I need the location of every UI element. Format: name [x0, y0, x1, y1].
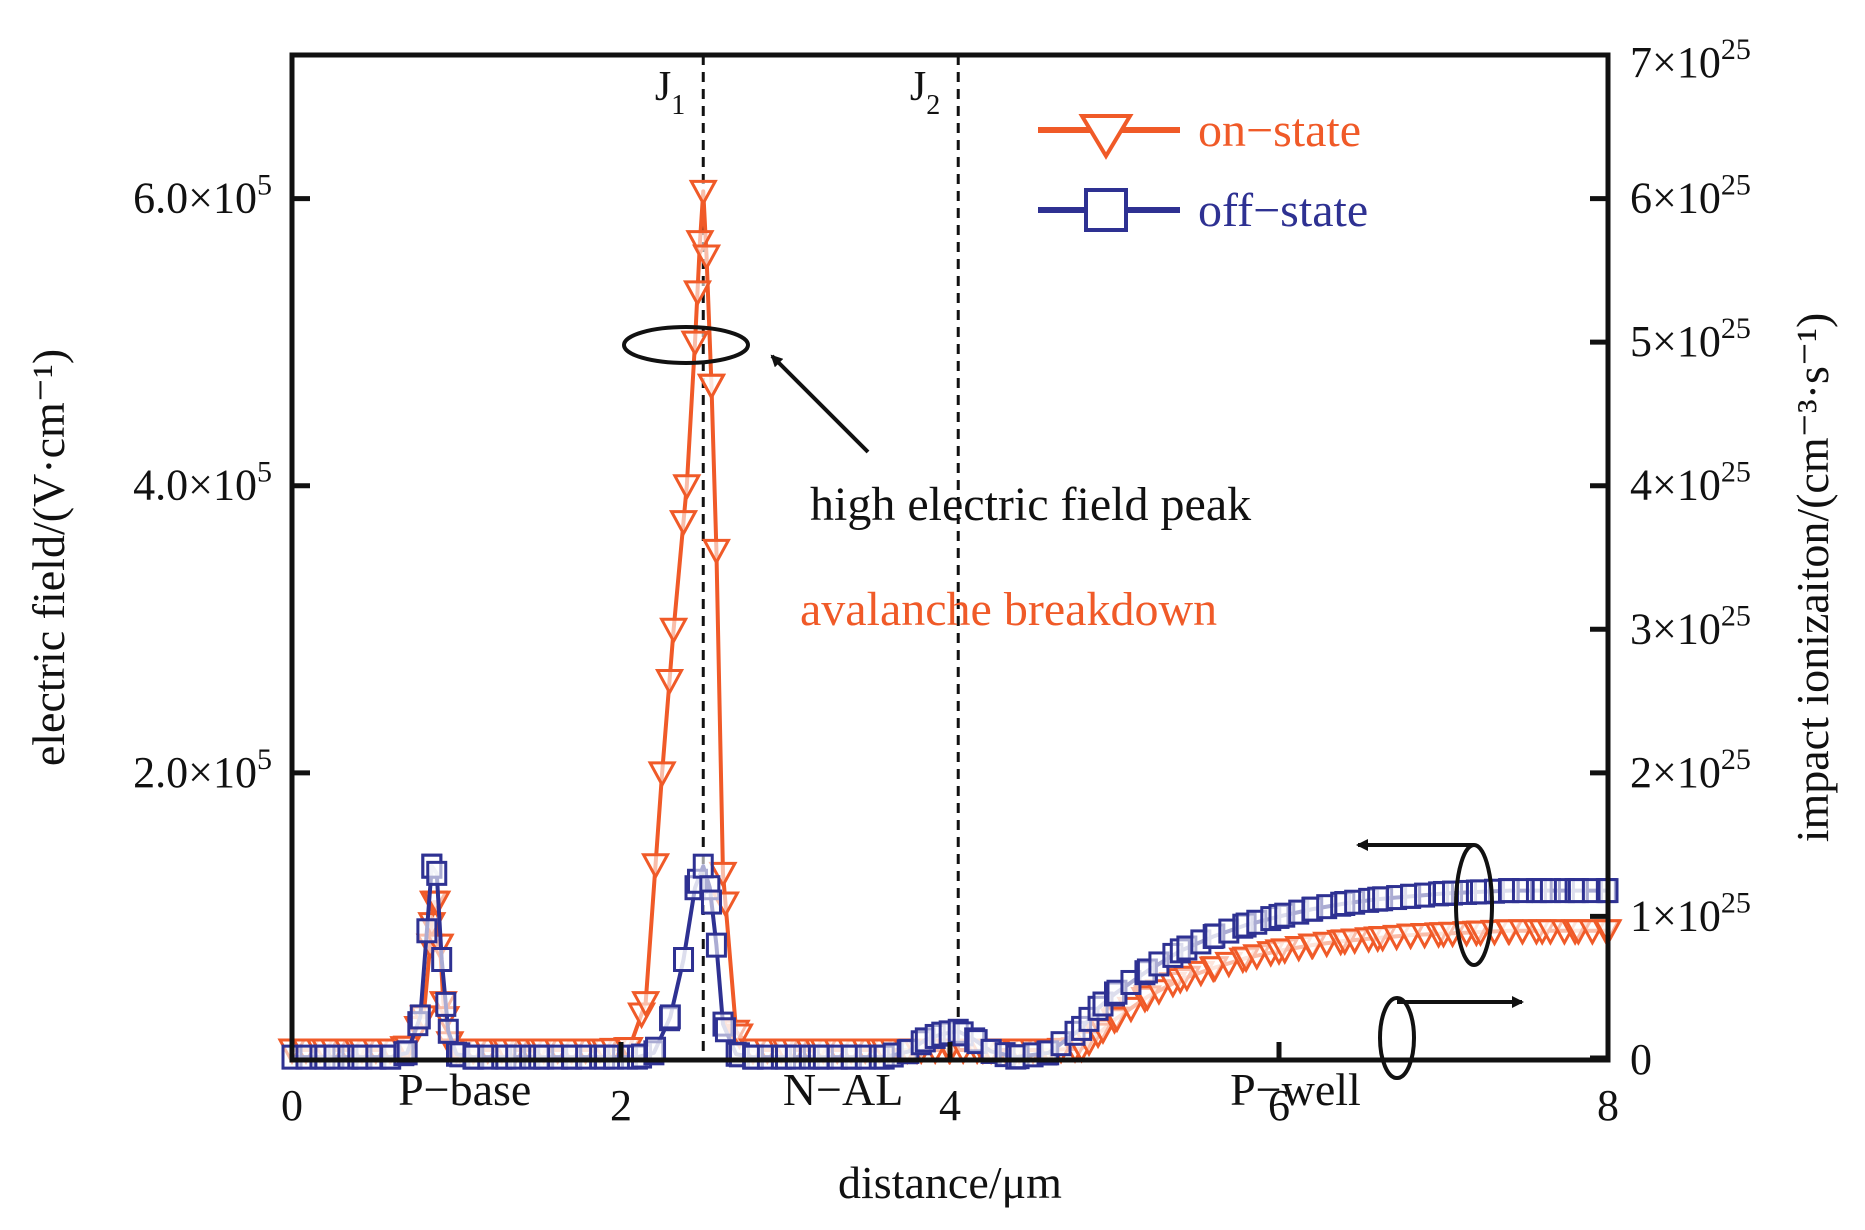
y-right-tick-label: 0: [1630, 1035, 1652, 1084]
series-marker: [1144, 979, 1174, 1006]
annotation-avalanche-breakdown: avalanche breakdown: [800, 583, 1217, 636]
series-marker: [680, 330, 710, 358]
legend-label: on−state: [1198, 104, 1361, 157]
peak-ellipse: [622, 325, 750, 365]
series-marker: [668, 510, 699, 537]
y-left-tick-label: 6.0×105: [133, 169, 272, 223]
series-marker: [426, 860, 448, 886]
legend: on−state off−state: [1038, 104, 1368, 237]
junction-label-2: J2: [910, 64, 940, 121]
series-marker: [659, 1004, 681, 1030]
region-label-2: N−AL: [783, 1064, 903, 1115]
x-tick-label: 6: [1268, 1081, 1290, 1130]
series-marker: [685, 230, 715, 257]
y-right-tick-label: 1×1025: [1630, 886, 1751, 940]
right-axis-indicator-ellipse: [1378, 996, 1416, 1080]
series-marker: [655, 669, 685, 696]
region-label-1: P−base: [398, 1064, 531, 1115]
series-marker: [696, 373, 727, 401]
region-label-3: P−well: [1230, 1064, 1361, 1115]
x-tick-label: 0: [281, 1081, 303, 1130]
series-marker: [673, 947, 695, 972]
series-marker: [692, 244, 722, 272]
y-left-tick-label: 2.0×105: [133, 743, 272, 797]
x-tick-label: 8: [1597, 1081, 1619, 1130]
y-left-tick-label: 4.0×105: [133, 456, 272, 510]
x-tick-label: 2: [610, 1081, 632, 1130]
plot-frame: [289, 52, 1611, 1063]
y-right-tick-label: 7×1025: [1630, 33, 1751, 87]
series-marker: [409, 1004, 431, 1030]
legend-entry-2: off−state: [1038, 184, 1368, 237]
y-right-tick-label: 2×1025: [1630, 743, 1751, 797]
series-marker: [672, 474, 702, 501]
y-right-axis-ticks: 0 1×1025 2×1025 3×1025 4×1025 5×1025 6×1025 7×1…: [1590, 33, 1751, 1084]
y-right-tick-label: 5×1025: [1630, 312, 1751, 366]
series-marker: [688, 179, 718, 207]
series-marker: [705, 932, 727, 958]
series-marker: [708, 861, 738, 889]
y-right-tick-label: 4×1025: [1630, 456, 1751, 510]
legend-label: off−state: [1198, 184, 1368, 237]
series-marker: [700, 889, 722, 915]
series-marker: [692, 853, 714, 879]
series-marker: [645, 1036, 667, 1062]
series-marker: [631, 991, 661, 1018]
series-marker: [641, 853, 671, 880]
y-right-axis-title: impact ionizaiton/(cm⁻³·s⁻¹): [1787, 313, 1838, 843]
y-right-tick-label: 6×1025: [1630, 169, 1751, 223]
y-left-axis-title: electric field/(V·cm⁻¹): [23, 349, 74, 766]
series-marker: [682, 280, 713, 308]
peak-arrow: [770, 354, 870, 454]
junction-label-1: J1: [655, 64, 685, 121]
series-marker: [437, 1018, 459, 1044]
series-off-state: [281, 853, 1619, 1070]
series-marker: [714, 1017, 736, 1043]
region-labels: P−base N−AL P−well: [398, 1064, 1361, 1115]
legend-entry-1: on−state: [1038, 104, 1361, 160]
series-marker: [431, 947, 453, 972]
series-marker: [435, 991, 457, 1017]
series-marker: [647, 761, 677, 788]
annotations: high electric field peak avalanche breakd…: [622, 325, 1524, 1080]
series-layer: [277, 179, 1623, 1070]
series-marker: [701, 538, 731, 566]
annotation-high-field-peak: high electric field peak: [810, 478, 1251, 531]
series-marker: [416, 918, 438, 944]
y-left-axis-ticks: 2.0×105 4.0×105 6.0×105: [133, 169, 310, 797]
x-tick-label: 4: [939, 1081, 961, 1130]
y-right-tick-label: 3×1025: [1630, 599, 1751, 653]
legend-marker: [1084, 188, 1128, 232]
series-marker: [659, 617, 689, 645]
x-axis-ticks: 0 2 4 6 8: [281, 1042, 1619, 1130]
legend-marker: [1078, 114, 1134, 160]
x-axis-title: distance/μm: [838, 1157, 1062, 1208]
